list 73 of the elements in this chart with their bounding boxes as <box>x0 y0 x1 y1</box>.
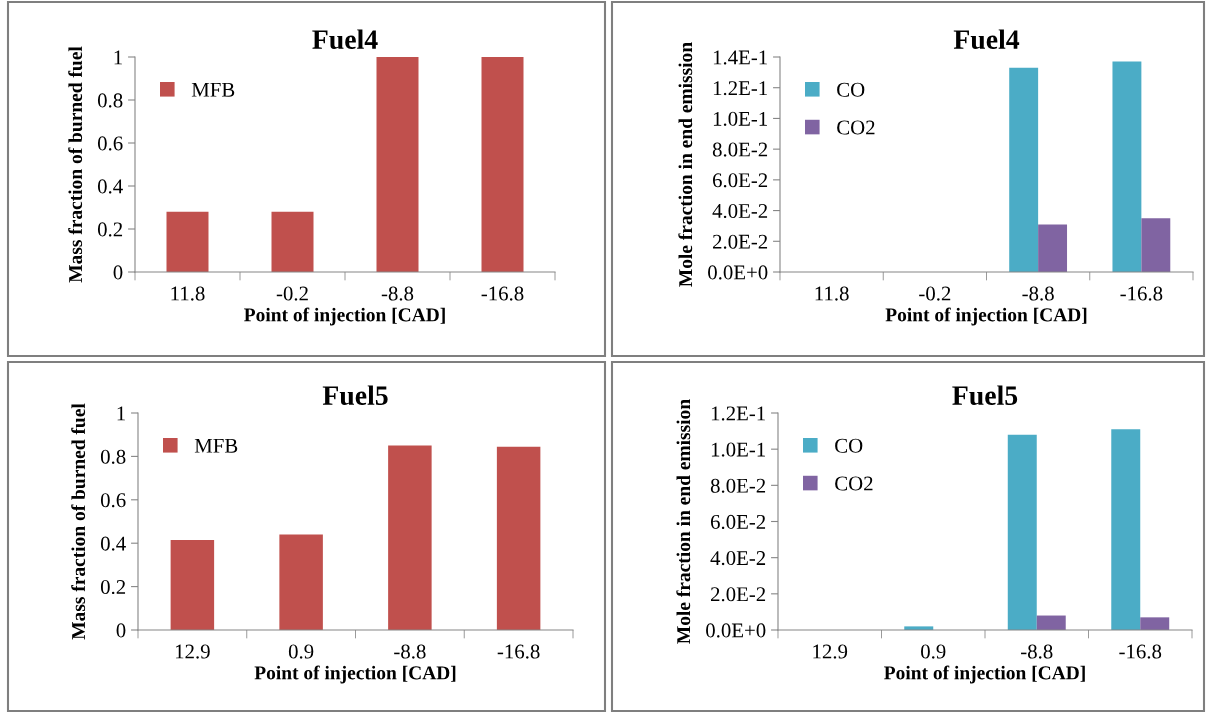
x-tick-label: -16.8 <box>1119 644 1162 659</box>
y-tick-label: 4.0E-2 <box>710 551 766 566</box>
y-tick-label: 1 <box>117 406 125 421</box>
y-tick-label: 0 <box>116 623 126 638</box>
x-tick-label: -0.2 <box>919 286 951 301</box>
legend-label: MFB <box>194 438 238 453</box>
x-tick-label: -8.8 <box>1021 644 1053 659</box>
y-tick-label: 6.0E-2 <box>710 514 766 530</box>
chart-title: Fuel4 <box>953 29 1020 50</box>
y-tick-label: 8.0E-2 <box>710 478 766 493</box>
y-axis-title: Mole fraction in end emission <box>676 399 691 644</box>
y-tick-label: 1 <box>114 50 122 65</box>
legend-label: CO <box>835 438 863 453</box>
x-axis-title: Point of injection [CAD] <box>244 307 445 326</box>
y-axis-title: Mass fraction of burned fuel <box>68 46 83 283</box>
legend-label: MFB <box>191 82 235 97</box>
y-tick-label: 0.8 <box>100 449 126 464</box>
bar <box>388 445 432 630</box>
y-tick-label: 0.4 <box>100 536 126 551</box>
x-tick-label: -0.2 <box>276 286 308 301</box>
x-axis-title: Point of injection [CAD] <box>254 665 456 684</box>
y-tick-label: 0.6 <box>97 136 123 151</box>
x-tick-label: 0.9 <box>921 644 946 659</box>
y-tick-label: 0.4 <box>97 179 123 194</box>
y-tick-label: 0.2 <box>100 579 126 595</box>
y-tick-label: 0 <box>113 265 123 280</box>
bar <box>170 539 215 630</box>
x-axis-title: Point of injection [CAD] <box>884 665 1085 684</box>
bar <box>1141 218 1171 272</box>
x-tick-label: 12.9 <box>813 644 848 659</box>
legend-label: CO <box>837 82 865 97</box>
x-axis-title: Point of injection [CAD] <box>885 307 1087 326</box>
y-tick-label: 6.0E-2 <box>712 173 768 188</box>
x-tick-label: -16.8 <box>481 286 524 301</box>
y-tick-label: 4.0E-2 <box>712 203 768 219</box>
y-tick-label: 0.8 <box>97 93 123 108</box>
y-tick-label: 0.0E+0 <box>706 623 766 638</box>
legend-label: CO2 <box>835 476 873 491</box>
y-tick-label: 1.2E-1 <box>711 406 765 421</box>
y-tick-label: 0.6 <box>100 493 126 508</box>
bar <box>1007 434 1037 630</box>
y-tick-label: 8.0E-2 <box>712 142 768 157</box>
bar <box>1111 429 1141 630</box>
y-tick-label: 1.0E-1 <box>711 442 765 457</box>
bar <box>1036 615 1066 630</box>
bar <box>1009 67 1039 272</box>
y-tick-label: 1.2E-1 <box>713 81 767 96</box>
x-tick-label: -8.8 <box>381 286 414 301</box>
bar <box>1038 224 1068 272</box>
y-axis-title: Mole fraction in end emission <box>678 42 693 287</box>
bar <box>496 446 541 630</box>
x-tick-label: 11.8 <box>815 286 849 301</box>
legend-label: CO2 <box>837 120 875 135</box>
y-tick-label: 1.4E-1 <box>713 50 767 65</box>
bar <box>1112 61 1142 272</box>
x-tick-label: -8.8 <box>394 644 426 659</box>
x-tick-label: 11.8 <box>171 286 205 301</box>
y-tick-label: 1.0E-1 <box>713 111 767 126</box>
y-tick-label: 0.2 <box>97 222 123 237</box>
y-tick-label: 2.0E-2 <box>710 587 766 602</box>
chart-title: Fuel4 <box>312 29 378 50</box>
x-tick-label: -16.8 <box>1120 286 1163 301</box>
chart-title: Fuel5 <box>952 385 1018 406</box>
x-tick-label: 0.9 <box>288 644 314 659</box>
y-tick-label: 2.0E-2 <box>712 234 768 249</box>
y-tick-label: 0.0E+0 <box>708 265 768 280</box>
x-tick-label: -8.8 <box>1022 286 1054 301</box>
y-axis-title: Mass fraction of burned fuel <box>71 403 86 640</box>
bar <box>1140 617 1170 630</box>
x-tick-label: -16.8 <box>497 644 540 659</box>
x-tick-label: 12.9 <box>175 644 210 659</box>
bar <box>279 534 323 630</box>
chart-title: Fuel5 <box>322 385 388 406</box>
